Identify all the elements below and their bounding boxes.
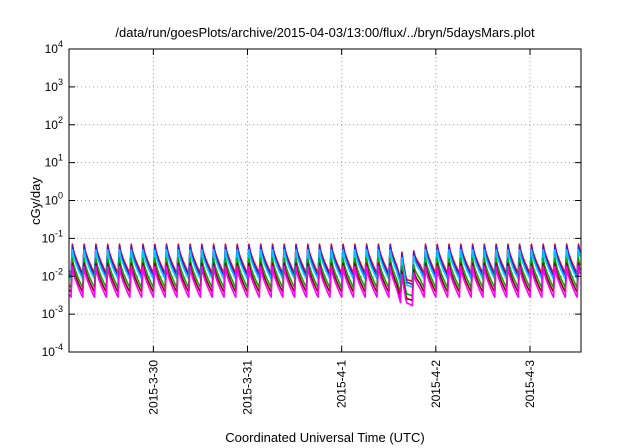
x-tick-label: 2015-3-30 bbox=[146, 360, 160, 415]
y-tick-label: 104 bbox=[45, 39, 63, 56]
x-tick-label: 2015-4-2 bbox=[429, 360, 443, 408]
x-axis-label: Coordinated Universal Time (UTC) bbox=[225, 430, 424, 445]
y-tick-label: 103 bbox=[45, 77, 63, 94]
y-tick-label: 10-2 bbox=[42, 266, 63, 283]
grid bbox=[69, 49, 581, 352]
chart-title: /data/run/goesPlots/archive/2015-04-03/1… bbox=[115, 25, 535, 40]
y-tick-label: 100 bbox=[45, 191, 63, 208]
series-layer bbox=[68, 243, 581, 307]
x-tick-labels: 2015-3-30 2015-3-31 2015-4-1 2015-4-2 2015-4… bbox=[146, 360, 537, 415]
x-tick-label: 2015-4-1 bbox=[335, 360, 349, 408]
y-tick-labels: 10-4 10-3 10-2 10-1 100 101 102 103 104 bbox=[42, 39, 63, 359]
series-line bbox=[68, 265, 581, 307]
y-tick-label: 101 bbox=[45, 153, 63, 170]
y-tick-label: 10-1 bbox=[42, 228, 63, 245]
y-tick-label: 102 bbox=[45, 115, 63, 132]
ticks bbox=[69, 48, 581, 353]
x-tick-label: 2015-3-31 bbox=[241, 360, 255, 415]
y-axis-label: cGy/day bbox=[28, 177, 43, 225]
y-tick-label: 10-3 bbox=[42, 304, 63, 321]
x-tick-label: 2015-4-3 bbox=[523, 360, 537, 408]
y-tick-label: 10-4 bbox=[42, 342, 63, 359]
